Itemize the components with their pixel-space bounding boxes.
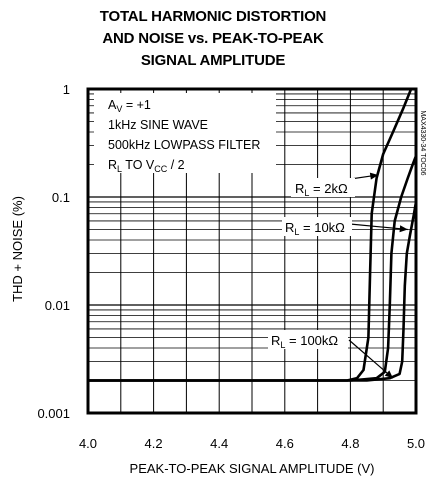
y-tick-label: 0.001 xyxy=(37,406,70,421)
curve-10k xyxy=(88,155,418,382)
curve-label-100k: RL = 100kΩ xyxy=(268,330,348,350)
leader-10k xyxy=(349,223,408,231)
leader-100k-arrowhead xyxy=(384,370,394,379)
side-code-label: MAX4330-34 TOC06 xyxy=(419,110,426,175)
y-tick-label: 1 xyxy=(63,82,70,97)
condition-gain: AV = +1 xyxy=(108,98,151,114)
y-axis-label: THD + NOISE (%) xyxy=(10,196,25,302)
chart-title-line-1: TOTAL HARMONIC DISTORTION xyxy=(99,8,327,25)
y-tick-labels: 0.001 0.01 0.1 1 xyxy=(37,82,70,421)
curve-100k xyxy=(88,201,418,382)
data-curves xyxy=(88,88,418,382)
leader-100k xyxy=(348,339,394,379)
x-tick-label: 4.8 xyxy=(341,436,359,451)
curve-label-2k: RL = 2kΩ xyxy=(291,178,355,198)
chart-title-line-3: SIGNAL AMPLITUDE xyxy=(140,52,286,69)
curve-2k xyxy=(88,88,413,382)
conditions-block: AV = +1 1kHz SINE WAVE 500kHz LOWPASS FI… xyxy=(94,93,276,174)
condition-filter: 500kHz LOWPASS FILTER xyxy=(108,138,260,152)
x-axis-label: PEAK-TO-PEAK SIGNAL AMPLITUDE (V) xyxy=(130,461,375,476)
x-tick-label: 5.0 xyxy=(407,436,425,451)
y-tick-label: 0.1 xyxy=(52,190,70,205)
plot-frame xyxy=(86,87,418,415)
svg-text:RL = 2kΩ: RL = 2kΩ xyxy=(295,181,348,198)
x-tick-label: 4.2 xyxy=(145,436,163,451)
leader-10k-arrowhead xyxy=(399,225,408,233)
chart-title-line-2: AND NOISE vs. PEAK-TO-PEAK xyxy=(102,30,324,47)
curve-label-10k: RL = 10kΩ xyxy=(282,217,352,237)
condition-signal: 1kHz SINE WAVE xyxy=(108,118,208,132)
x-tick-label: 4.6 xyxy=(276,436,294,451)
x-tick-label: 4.4 xyxy=(210,436,228,451)
x-tick-label: 4.0 xyxy=(79,436,97,451)
x-tick-labels: 4.0 4.2 4.4 4.6 4.8 5.0 xyxy=(79,436,425,451)
chart-title: TOTAL HARMONIC DISTORTION AND NOISE vs. … xyxy=(0,6,426,72)
leader-2k-arrowhead xyxy=(369,172,379,180)
svg-text:RL = 10kΩ: RL = 10kΩ xyxy=(285,220,345,237)
svg-text:RL = 100kΩ: RL = 100kΩ xyxy=(271,333,338,350)
y-tick-label: 0.01 xyxy=(45,298,70,313)
